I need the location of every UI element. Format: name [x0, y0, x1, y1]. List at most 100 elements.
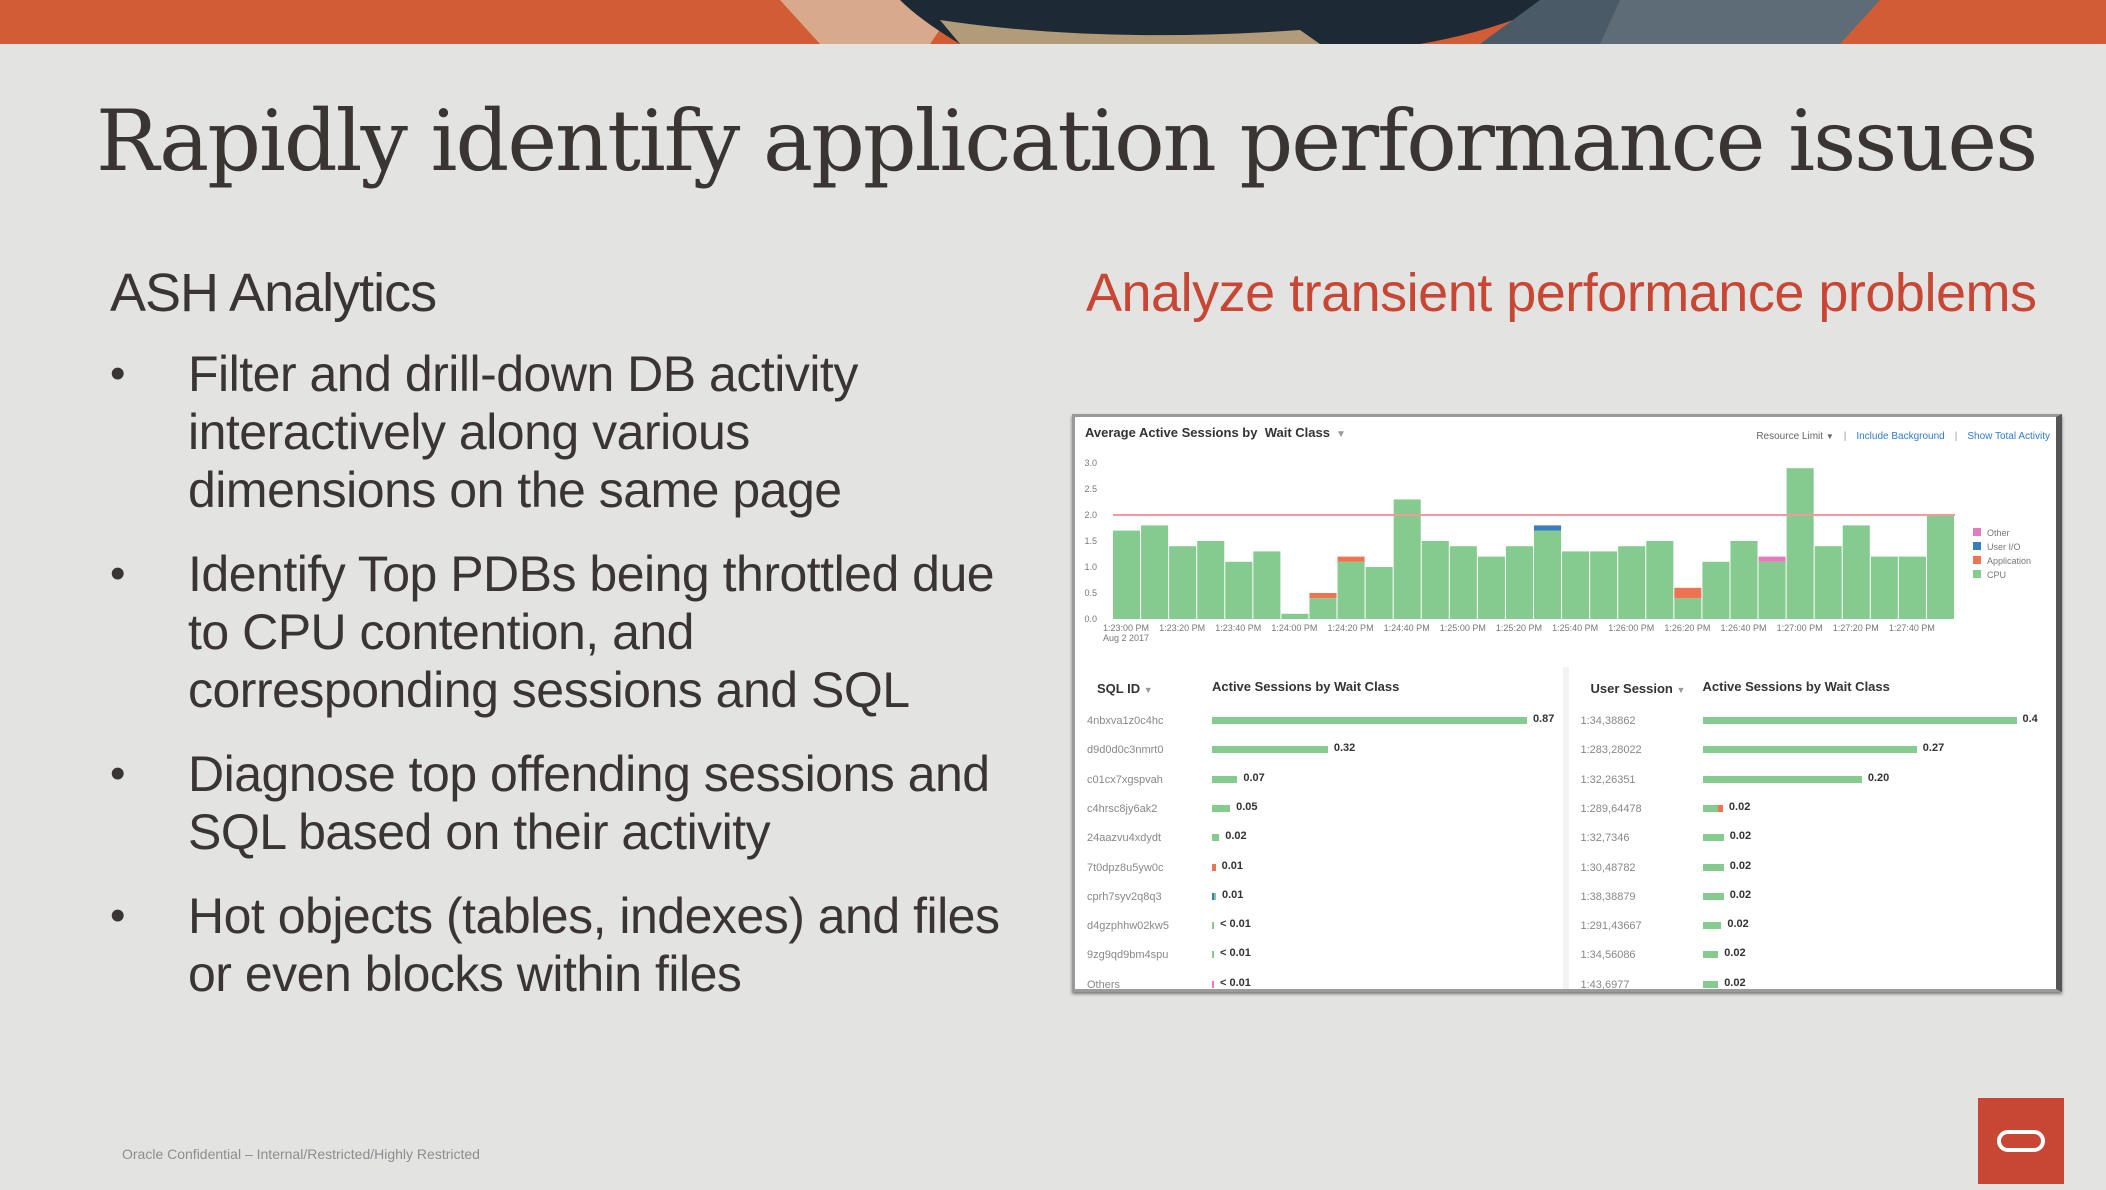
bar-cpu: [1141, 525, 1169, 619]
bar-segment-cpu: [1212, 951, 1214, 959]
row-label[interactable]: 1:291,43667: [1580, 920, 1642, 933]
row-label[interactable]: cprh7syv2q8q3: [1087, 890, 1162, 903]
row-label[interactable]: 24aazvu4xdydt: [1087, 832, 1161, 845]
row-label[interactable]: 7t0dpz8u5yw0c: [1087, 861, 1164, 874]
bullet-item: • Filter and drill-down DB activity inter…: [110, 345, 1010, 519]
row-value: 0.01: [1221, 859, 1244, 872]
row-label[interactable]: c4hrsc8jy6ak2: [1087, 802, 1158, 815]
y-tick-label: 0.5: [1084, 588, 1097, 598]
dimension-dropdown[interactable]: Wait Class ▼: [1261, 425, 1346, 440]
bar-segment-cpu: [1212, 775, 1238, 783]
table-row[interactable]: cprh7syv2q8q3 0.01: [1075, 889, 1563, 909]
bullet-item: • Diagnose top offending sessions and SQL…: [110, 745, 1010, 861]
table-row[interactable]: 1:32,7346 0.02: [1569, 830, 2057, 850]
row-value: 0.02: [1727, 918, 1749, 931]
bar-segment-cpu: [1212, 922, 1214, 930]
bar-cpu: [1562, 551, 1590, 619]
bar-cpu: [1337, 561, 1365, 619]
row-value: 0.02: [1728, 800, 1751, 813]
table-row[interactable]: 4nbxva1z0c4hc 0.87: [1075, 713, 1563, 733]
bar-cpu: [1477, 556, 1505, 619]
row-value: < 0.01: [1220, 976, 1251, 989]
bar-cpu: [1197, 541, 1225, 619]
table-row[interactable]: d4gzphhw02kw5 < 0.01: [1075, 918, 1563, 938]
bar-cpu: [1590, 551, 1618, 619]
row-bar: [1212, 775, 1238, 783]
chevron-down-icon: ▼: [1335, 429, 1346, 440]
chart-controls: Resource Limit ▼ | Include Background | …: [1756, 431, 2050, 442]
row-bar: [1702, 834, 1724, 842]
column-header: SQL ID: [1097, 681, 1141, 696]
row-bar: [1702, 980, 1719, 988]
table-row[interactable]: 9zg9qd9bm4spu < 0.01: [1075, 947, 1563, 967]
x-tick-label: 1:24:20 PM: [1328, 623, 1374, 633]
table-row[interactable]: 1:34,56086 0.02: [1569, 947, 2057, 967]
row-label[interactable]: 1:43,6977: [1580, 978, 1630, 991]
row-label[interactable]: 1:289,64478: [1580, 802, 1642, 815]
table-row[interactable]: 1:32,26351 0.20: [1569, 772, 2057, 792]
table-row[interactable]: d9d0d0c3nmrt0 0.32: [1075, 742, 1563, 762]
x-tick-label: 1:23:00 PM: [1103, 623, 1149, 633]
row-label[interactable]: 9zg9qd9bm4spu: [1087, 949, 1169, 962]
column-header: Active Sessions by Wait Class: [1212, 679, 1400, 694]
row-value: 0.07: [1243, 771, 1265, 784]
legend-swatch: [1973, 556, 1981, 564]
table-row[interactable]: c4hrsc8jy6ak2 0.05: [1075, 801, 1563, 821]
table-row[interactable]: 1:34,38862 0.4: [1569, 713, 2057, 733]
row-bar: [1212, 834, 1220, 842]
table-row[interactable]: 1:283,28022 0.27: [1569, 742, 2057, 762]
row-label[interactable]: d9d0d0c3nmrt0: [1087, 744, 1164, 757]
bar-cpu: [1730, 541, 1758, 619]
table-row[interactable]: 1:43,6977 0.02: [1569, 977, 2057, 997]
resource-limit-dropdown[interactable]: Resource Limit ▼: [1756, 431, 1833, 442]
ash-analytics-heading: ASH Analytics: [110, 263, 437, 323]
table-row[interactable]: 24aazvu4xdydt 0.02: [1075, 830, 1563, 850]
bar-cpu: [1534, 530, 1562, 619]
sql-id-column-dropdown[interactable]: SQL ID ▼: [1097, 681, 1153, 696]
row-label[interactable]: 1:38,38879: [1580, 890, 1636, 903]
row-label[interactable]: 1:283,28022: [1580, 744, 1642, 757]
row-label[interactable]: c01cx7xgspvah: [1087, 773, 1163, 786]
row-label[interactable]: 1:30,48782: [1580, 861, 1636, 874]
x-tick-label: 1:25:40 PM: [1552, 623, 1598, 633]
x-tick-label: 1:25:20 PM: [1496, 623, 1542, 633]
user-session-column-dropdown[interactable]: User Session ▼: [1591, 681, 1686, 696]
bar-cpu: [1926, 515, 1954, 619]
row-label[interactable]: 1:34,38862: [1580, 715, 1636, 727]
y-tick-label: 2.0: [1084, 510, 1097, 520]
table-row[interactable]: Others < 0.01: [1075, 977, 1563, 997]
decorative-banner: [0, 0, 2106, 44]
activity-chart: 0.0 0.5 1.0 1.5 2.0 2.5 3.0 1:23:00 PM 1:23:20 P…: [1084, 458, 2031, 643]
row-bar: [1702, 863, 1724, 871]
y-tick-label: 1.0: [1084, 562, 1097, 572]
row-label[interactable]: 1:32,26351: [1580, 773, 1636, 786]
x-tick-label: 1:24:40 PM: [1384, 623, 1430, 633]
row-bar: [1212, 892, 1216, 900]
table-row[interactable]: 1:38,38879 0.02: [1569, 889, 2057, 909]
row-bar: [1702, 892, 1724, 900]
bar-cpu: [1113, 530, 1141, 619]
oracle-logo-icon: [1997, 1130, 2045, 1152]
bar-segment-userio: [1212, 892, 1214, 900]
bar-cpu: [1758, 561, 1786, 619]
row-label[interactable]: Others: [1087, 978, 1121, 991]
row-value: 0.02: [1729, 830, 1752, 843]
include-background-link[interactable]: Include Background: [1856, 431, 1945, 442]
row-value: 0.02: [1729, 859, 1752, 872]
table-row[interactable]: 1:30,48782 0.02: [1569, 860, 2057, 880]
row-label[interactable]: d4gzphhw02kw5: [1087, 920, 1169, 933]
bar-cpu: [1674, 598, 1702, 619]
table-row[interactable]: c01cx7xgspvah 0.07: [1075, 772, 1563, 792]
row-value: 0.4: [2022, 713, 2038, 725]
table-row[interactable]: 7t0dpz8u5yw0c 0.01: [1075, 860, 1563, 880]
bar-cpu: [1646, 541, 1674, 619]
row-label[interactable]: 1:32,7346: [1580, 832, 1630, 845]
table-row[interactable]: 1:291,43667 0.02: [1569, 918, 2057, 938]
x-tick-label: 1:23:20 PM: [1159, 623, 1205, 633]
row-label[interactable]: 1:34,56086: [1580, 949, 1636, 962]
row-value: < 0.01: [1220, 918, 1251, 931]
show-total-activity-link[interactable]: Show Total Activity: [1967, 431, 2050, 442]
row-label[interactable]: 4nbxva1z0c4hc: [1087, 715, 1164, 727]
chart-title-prefix: Average Active Sessions by: [1085, 425, 1258, 440]
table-row[interactable]: 1:289,64478 0.02: [1569, 801, 2057, 821]
